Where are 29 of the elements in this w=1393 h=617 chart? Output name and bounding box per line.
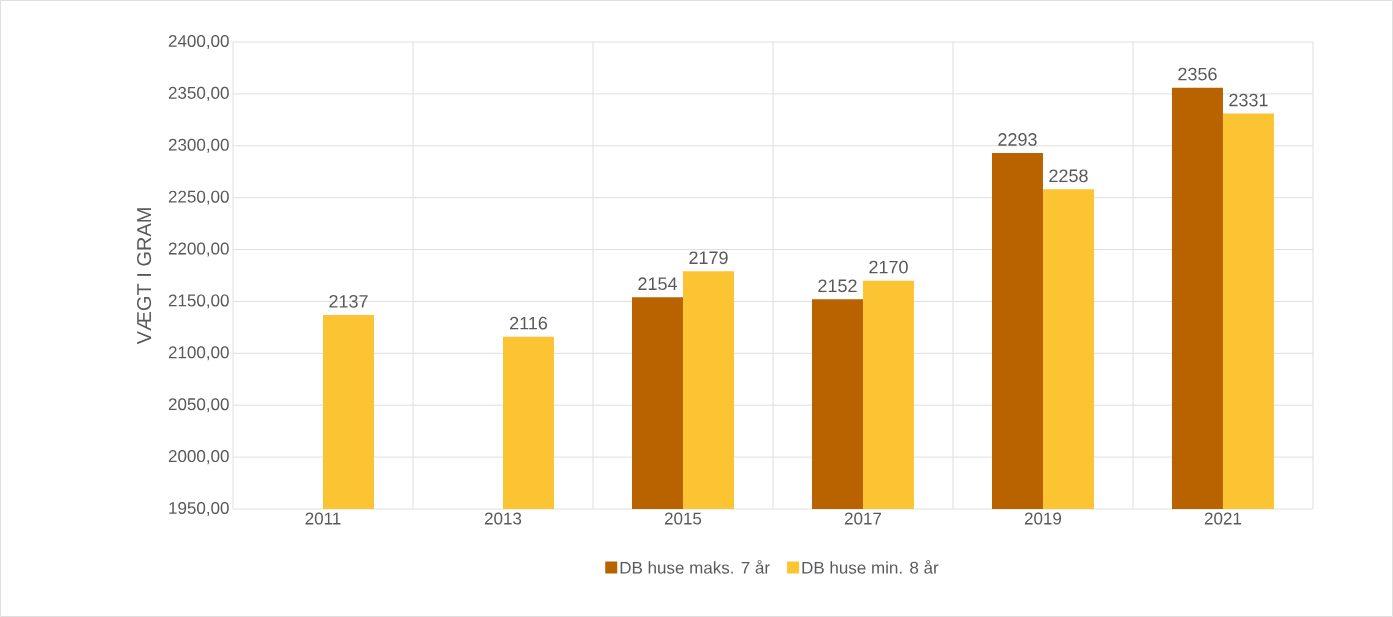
y-tick-label: 2150,00 xyxy=(168,294,229,309)
x-tick-label: 2021 xyxy=(1204,512,1242,525)
data-label: 2152 xyxy=(818,279,857,293)
data-label: 2116 xyxy=(510,316,548,330)
data-label: 2331 xyxy=(1229,93,1268,107)
y-tick-label: 2050,00 xyxy=(168,398,229,413)
x-tick-label: 2015 xyxy=(664,512,702,525)
y-tick-label: 2100,00 xyxy=(168,346,229,361)
legend-label: DB huse min. 8 år xyxy=(802,559,939,574)
x-tick-label: 2013 xyxy=(484,512,522,525)
data-label: 2154 xyxy=(638,277,677,291)
y-tick-label: 2000,00 xyxy=(168,450,229,465)
y-tick-label: 1950,00 xyxy=(169,501,229,517)
data-label: 2179 xyxy=(689,251,728,265)
y-axis-title: VÆGT I GRAM xyxy=(137,208,152,345)
y-tick-label: 2300,00 xyxy=(168,138,229,153)
y-tick-label: 2400,00 xyxy=(168,34,229,50)
x-tick-label: 2011 xyxy=(305,512,341,525)
legend-label: DB huse maks. 7 år xyxy=(620,559,770,574)
data-label: 2293 xyxy=(998,133,1037,146)
data-label: 2356 xyxy=(1178,67,1217,81)
data-label: 2170 xyxy=(869,260,908,274)
y-tick-label: 2250,00 xyxy=(168,190,229,205)
y-tick-label: 2200,00 xyxy=(168,242,229,257)
y-tick-label: 2350,00 xyxy=(168,86,229,101)
x-tick-label: 2017 xyxy=(844,512,882,525)
data-label: 2258 xyxy=(1049,169,1088,183)
data-label: 2137 xyxy=(329,294,368,308)
x-tick-label: 2019 xyxy=(1024,512,1062,525)
